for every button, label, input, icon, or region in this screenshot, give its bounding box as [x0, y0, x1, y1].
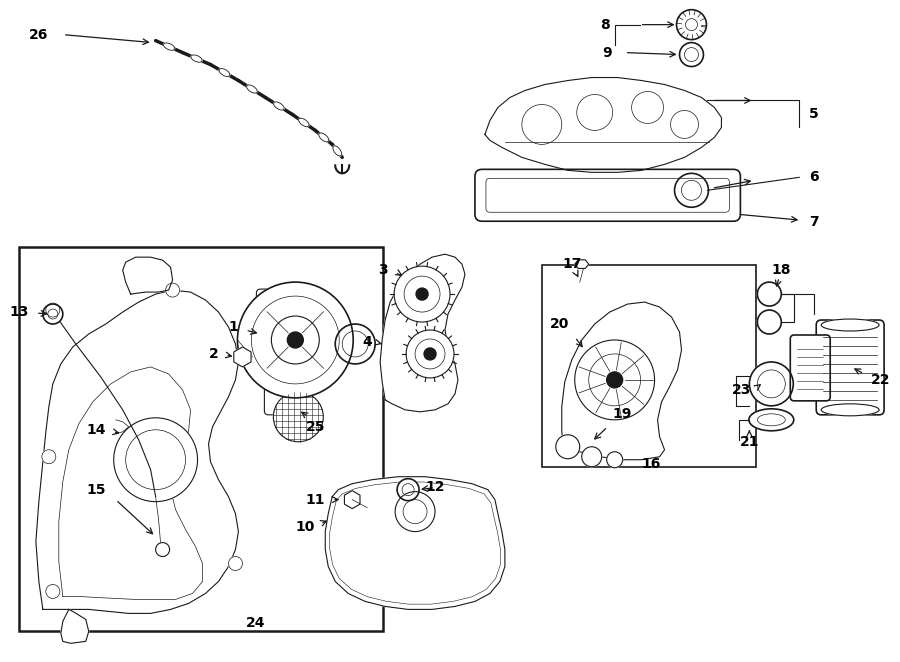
Polygon shape	[325, 477, 505, 610]
Circle shape	[42, 449, 56, 463]
Text: 21: 21	[740, 435, 759, 449]
Circle shape	[272, 316, 320, 364]
Ellipse shape	[274, 102, 284, 110]
Text: 13: 13	[10, 305, 29, 319]
Text: 9: 9	[602, 46, 612, 60]
Circle shape	[677, 10, 706, 40]
Polygon shape	[380, 254, 465, 412]
Circle shape	[46, 303, 59, 317]
Text: 6: 6	[809, 170, 819, 184]
Circle shape	[395, 492, 435, 532]
FancyBboxPatch shape	[475, 169, 741, 221]
Ellipse shape	[319, 133, 328, 142]
Circle shape	[335, 324, 375, 364]
Circle shape	[397, 479, 419, 500]
Polygon shape	[485, 77, 722, 172]
Circle shape	[394, 266, 450, 322]
Circle shape	[758, 310, 781, 334]
Circle shape	[166, 283, 180, 297]
Polygon shape	[575, 260, 589, 269]
Ellipse shape	[164, 43, 175, 50]
Bar	[19, 247, 383, 632]
Circle shape	[556, 435, 580, 459]
Text: 14: 14	[86, 423, 105, 437]
FancyBboxPatch shape	[256, 289, 291, 325]
Ellipse shape	[191, 55, 202, 62]
Text: 16: 16	[642, 457, 662, 471]
Circle shape	[113, 418, 197, 502]
Circle shape	[424, 348, 436, 360]
Text: 2: 2	[209, 347, 219, 361]
Circle shape	[632, 91, 663, 123]
Circle shape	[416, 288, 428, 300]
Circle shape	[607, 451, 623, 468]
Ellipse shape	[247, 85, 257, 93]
Ellipse shape	[821, 319, 879, 331]
Circle shape	[229, 557, 242, 571]
Circle shape	[156, 543, 169, 557]
Circle shape	[274, 392, 323, 442]
Text: 20: 20	[551, 317, 570, 331]
Polygon shape	[122, 257, 173, 294]
Ellipse shape	[821, 404, 879, 416]
FancyBboxPatch shape	[265, 319, 298, 355]
Polygon shape	[36, 290, 238, 614]
Circle shape	[686, 19, 698, 30]
FancyBboxPatch shape	[265, 379, 298, 415]
Text: 18: 18	[771, 263, 791, 277]
Circle shape	[670, 111, 698, 138]
Text: 19: 19	[612, 407, 631, 421]
Circle shape	[577, 95, 613, 130]
Circle shape	[287, 332, 303, 348]
Text: 12: 12	[426, 480, 445, 494]
Text: 24: 24	[246, 616, 266, 630]
Text: 3: 3	[379, 263, 388, 277]
Circle shape	[406, 330, 454, 378]
Circle shape	[238, 282, 353, 398]
Circle shape	[581, 447, 602, 467]
Circle shape	[680, 42, 704, 67]
Text: 5: 5	[809, 107, 819, 121]
Circle shape	[522, 105, 562, 144]
Circle shape	[575, 340, 654, 420]
Text: 25: 25	[305, 420, 325, 434]
Text: 1: 1	[229, 320, 238, 334]
Polygon shape	[562, 302, 681, 459]
Circle shape	[758, 282, 781, 306]
Polygon shape	[234, 347, 251, 367]
Circle shape	[43, 304, 63, 324]
FancyBboxPatch shape	[269, 349, 303, 385]
Ellipse shape	[749, 409, 794, 431]
FancyBboxPatch shape	[486, 178, 729, 213]
Text: 22: 22	[871, 373, 891, 387]
Bar	[542, 265, 756, 467]
Circle shape	[750, 362, 793, 406]
Circle shape	[46, 585, 59, 598]
Text: 7: 7	[809, 215, 819, 229]
FancyBboxPatch shape	[790, 335, 830, 401]
Text: 26: 26	[29, 28, 49, 42]
Text: 11: 11	[306, 493, 325, 506]
Polygon shape	[345, 491, 360, 508]
Ellipse shape	[219, 69, 230, 77]
Text: 8: 8	[600, 18, 609, 32]
Polygon shape	[61, 610, 89, 643]
Circle shape	[674, 173, 708, 207]
FancyBboxPatch shape	[816, 320, 884, 415]
Ellipse shape	[333, 146, 342, 156]
Text: 17: 17	[562, 257, 581, 271]
Text: 23: 23	[732, 383, 752, 397]
Text: 4: 4	[363, 335, 373, 349]
Text: 10: 10	[296, 520, 315, 534]
Circle shape	[607, 372, 623, 388]
Text: 15: 15	[86, 483, 105, 496]
Ellipse shape	[299, 118, 309, 126]
